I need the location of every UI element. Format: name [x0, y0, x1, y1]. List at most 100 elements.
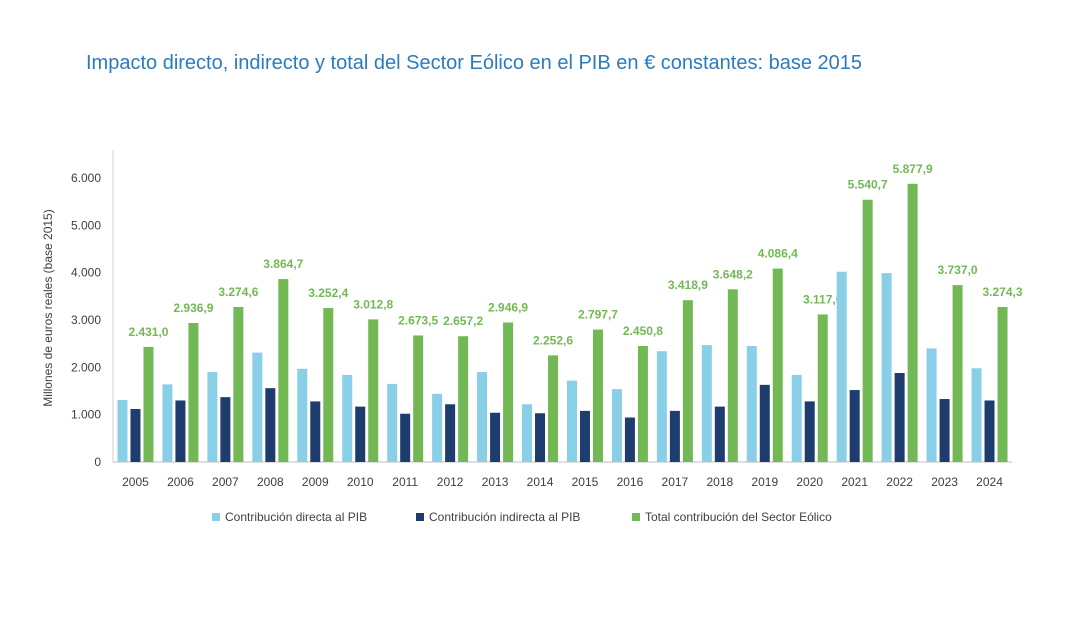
data-label-total: 2.936,9: [173, 301, 213, 315]
bar-direct: [522, 404, 533, 462]
bar-direct: [611, 389, 622, 462]
bar-indirect: [490, 412, 501, 462]
bar-indirect: [310, 401, 321, 462]
data-label-total: 2.252,6: [533, 333, 573, 347]
bar-direct: [252, 352, 263, 462]
legend-swatch: [212, 513, 220, 521]
bar-indirect: [265, 388, 276, 462]
bar-indirect: [804, 401, 815, 462]
data-label-total: 3.648,2: [713, 267, 753, 281]
x-tick-label: 2018: [706, 475, 733, 489]
x-tick-label: 2010: [347, 475, 374, 489]
bar-indirect: [714, 406, 725, 462]
data-label-total: 2.673,5: [398, 313, 438, 327]
data-label-total: 2.946,9: [488, 301, 528, 315]
data-label-total: 2.431,0: [128, 325, 168, 339]
bar-total: [637, 345, 648, 462]
bar-direct: [432, 393, 443, 462]
bar-total: [592, 329, 603, 462]
data-label-total: 3.252,4: [308, 286, 348, 300]
x-tick-label: 2008: [257, 475, 284, 489]
bar-indirect: [535, 413, 546, 462]
data-label-total: 5.877,9: [893, 162, 933, 176]
x-tick-label: 2013: [482, 475, 509, 489]
bar-direct: [207, 372, 218, 462]
legend-label: Contribución indirecta al PIB: [429, 510, 580, 524]
bar-indirect: [355, 406, 366, 462]
chart-title: Impacto directo, indirecto y total del S…: [86, 52, 863, 74]
bar-total: [233, 307, 244, 462]
bar-total: [997, 307, 1008, 462]
data-label-total: 3.418,9: [668, 278, 708, 292]
data-label-total: 2.450,8: [623, 324, 663, 338]
bar-total: [368, 319, 379, 462]
x-tick-label: 2022: [886, 475, 913, 489]
data-label-total: 3.864,7: [263, 257, 303, 271]
bar-indirect: [220, 397, 231, 462]
x-tick-label: 2005: [122, 475, 149, 489]
legend-swatch: [632, 513, 640, 521]
bar-total: [772, 268, 783, 462]
bar-total: [907, 183, 918, 462]
x-tick-label: 2012: [437, 475, 464, 489]
x-tick-label: 2011: [392, 475, 418, 489]
y-tick-label: 5.000: [71, 218, 101, 232]
bar-indirect: [894, 373, 905, 462]
data-label-total: 4.086,4: [758, 247, 798, 261]
bar-total: [458, 336, 469, 462]
bar-indirect: [130, 408, 141, 462]
y-tick-label: 2.000: [71, 360, 101, 374]
x-tick-label: 2016: [617, 475, 644, 489]
bar-total: [143, 346, 154, 462]
data-label-total: 2.657,2: [443, 314, 483, 328]
bar-total: [817, 314, 828, 462]
bar-total: [413, 335, 424, 462]
data-label-total: 3.012,8: [353, 297, 393, 311]
x-tick-label: 2007: [212, 475, 239, 489]
data-label-total: 3.274,3: [983, 285, 1023, 299]
y-tick-label: 1.000: [71, 408, 101, 422]
bar-total: [727, 289, 738, 462]
bar-direct: [701, 345, 712, 462]
y-tick-label: 6.000: [71, 171, 101, 185]
x-tick-label: 2015: [572, 475, 599, 489]
y-tick-label: 3.000: [71, 313, 101, 327]
data-label-total: 3.737,0: [938, 263, 978, 277]
legend-label: Contribución directa al PIB: [225, 510, 367, 524]
x-tick-label: 2006: [167, 475, 194, 489]
data-label-total: 3.274,6: [218, 285, 258, 299]
bar-total: [323, 308, 334, 462]
x-tick-label: 2009: [302, 475, 329, 489]
bar-indirect: [759, 384, 770, 462]
bar-total: [862, 199, 873, 462]
bar-indirect: [849, 390, 860, 462]
bar-total: [188, 322, 199, 462]
x-tick-label: 2023: [931, 475, 958, 489]
bar-indirect: [624, 417, 635, 462]
y-tick-label: 0: [94, 455, 101, 469]
data-label-total: 2.797,7: [578, 308, 618, 322]
bar-indirect: [669, 410, 680, 462]
x-tick-label: 2020: [796, 475, 823, 489]
bar-total: [682, 300, 693, 462]
bar-total: [952, 285, 963, 462]
bar-direct: [387, 383, 398, 462]
bar-direct: [791, 374, 802, 462]
bar-direct: [656, 351, 667, 462]
bar-direct: [297, 368, 308, 462]
bar-total: [278, 279, 289, 462]
bar-indirect: [939, 399, 950, 462]
bar-indirect: [175, 400, 186, 462]
x-tick-label: 2021: [841, 475, 868, 489]
bar-direct: [836, 271, 847, 462]
bar-total: [503, 322, 514, 462]
data-label-total: 5.540,7: [848, 178, 888, 192]
bar-direct: [881, 273, 892, 462]
data-label-total: 3.117,0: [803, 292, 843, 306]
bar-direct: [746, 346, 757, 462]
bar-indirect: [579, 410, 590, 462]
bar-direct: [971, 368, 982, 462]
bar-indirect: [984, 400, 995, 462]
bar-direct: [926, 348, 937, 462]
